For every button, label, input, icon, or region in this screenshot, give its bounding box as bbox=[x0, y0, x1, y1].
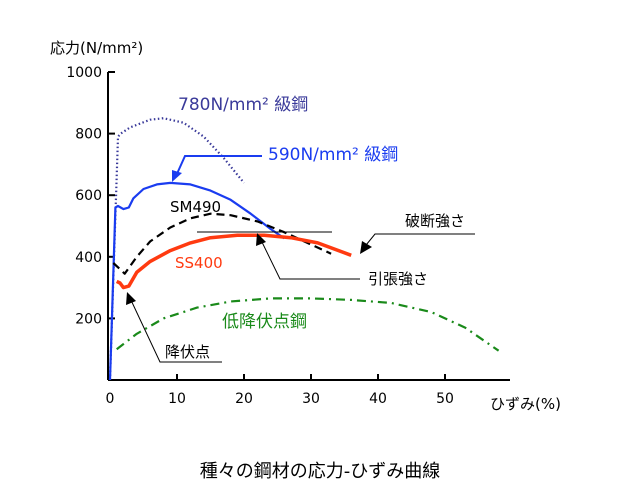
arrow-yield-head bbox=[126, 292, 136, 305]
y-tick-label: 600 bbox=[75, 188, 102, 204]
arrow-tensile bbox=[259, 237, 360, 280]
arrow-590-head bbox=[172, 170, 182, 182]
y-axis-label: 応力(N/mm²) bbox=[50, 39, 143, 57]
legend-780: 780N/mm² 級鋼 bbox=[178, 95, 308, 115]
chart-title: 種々の鋼材の応力-ひずみ曲線 bbox=[200, 461, 441, 482]
arrow-tensile-head bbox=[256, 233, 266, 246]
legend-ss400: SS400 bbox=[175, 254, 223, 272]
annotation-tensile: 引張強さ bbox=[368, 270, 428, 288]
legend-low-yield: 低降伏点鋼 bbox=[222, 312, 307, 332]
y-tick-label: 800 bbox=[75, 127, 102, 143]
y-tick-label: 400 bbox=[75, 250, 102, 266]
arrow-590 bbox=[175, 155, 262, 177]
x-tick-label: 50 bbox=[436, 391, 454, 407]
annotation-rupture: 破断強さ bbox=[405, 212, 465, 230]
annotation-yield: 降伏点 bbox=[165, 343, 210, 361]
y-tick-label: 1000 bbox=[66, 65, 102, 81]
arrow-rupture bbox=[361, 233, 475, 251]
legend-sm490: SM490 bbox=[170, 198, 221, 216]
series-line-0 bbox=[108, 117, 245, 381]
arrow-rupture-head bbox=[360, 241, 372, 254]
x-tick-label: 20 bbox=[235, 391, 253, 407]
x-axis-label: ひずみ(%) bbox=[490, 395, 561, 413]
arrow-yield bbox=[129, 297, 222, 363]
series-line-3 bbox=[115, 233, 352, 290]
x-tick-label: 30 bbox=[302, 391, 320, 407]
x-tick-label: 0 bbox=[106, 391, 115, 407]
series-line-1 bbox=[108, 181, 285, 381]
x-tick-label: 10 bbox=[168, 391, 186, 407]
y-tick-label: 200 bbox=[75, 311, 102, 327]
x-tick-label: 40 bbox=[369, 391, 387, 407]
legend-590: 590N/mm² 級鋼 bbox=[268, 145, 398, 165]
